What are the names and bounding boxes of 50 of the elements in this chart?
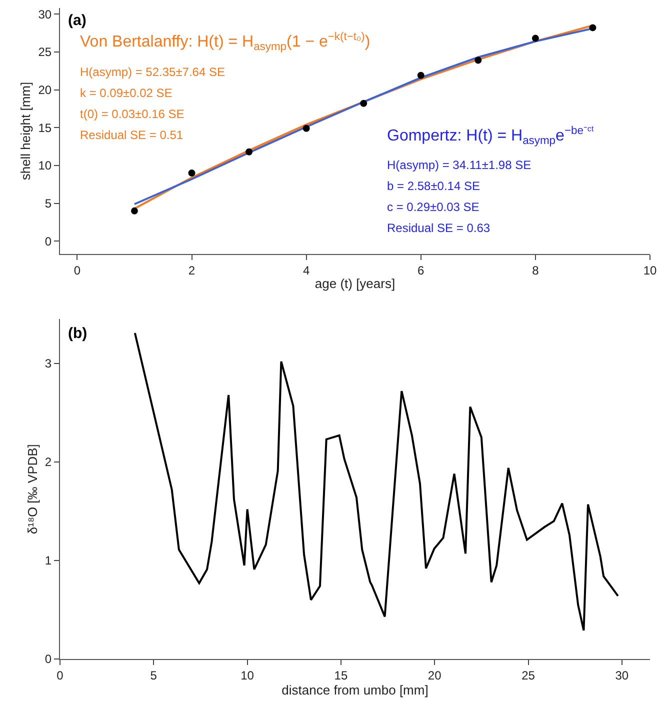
y-axis-title: shell height [mm] xyxy=(18,82,34,180)
point xyxy=(246,148,253,156)
y-axis-title: δ¹⁸O [‰ VPDB] xyxy=(24,444,40,534)
point xyxy=(302,124,310,132)
point xyxy=(589,24,596,32)
annotation: Gompertz: H(t) = H$_{asymp}$e$^{−be⁻ᶜᵗ}$ xyxy=(387,125,594,148)
x-tick-label: 15 xyxy=(334,668,348,682)
point xyxy=(188,170,196,177)
x-axis-title: distance from umbo [mm] xyxy=(282,682,428,698)
annotation: k = 0.09±0.02 SE xyxy=(80,86,172,100)
y-tick-label: 5 xyxy=(44,196,52,211)
x-tick-label: 25 xyxy=(522,668,536,682)
y-tick-label: 3 xyxy=(44,356,52,371)
x-tick-label: 20 xyxy=(428,668,442,682)
annotation: Residual SE = 0.63 xyxy=(387,221,490,235)
chart-title: (b) xyxy=(68,325,88,342)
y-tick-label: 2 xyxy=(44,455,52,470)
x-tick-label: 0 xyxy=(56,668,64,682)
chart-title: (a) xyxy=(68,12,86,29)
annotation: b = 2.58±0.14 SE xyxy=(387,179,480,193)
y-tick-label: 1 xyxy=(44,554,52,568)
annotation: c = 0.29±0.03 SE xyxy=(387,200,480,214)
x-tick-label: 10 xyxy=(240,668,254,682)
annotation: H(asymp) = 34.11±1.98 SE xyxy=(387,158,532,172)
x-tick-label: 10 xyxy=(643,263,657,278)
x-tick-label: 2 xyxy=(188,263,196,278)
line-series xyxy=(134,332,619,632)
x-tick-label: 30 xyxy=(615,668,629,682)
y-tick-label: 30 xyxy=(38,7,52,22)
x-tick-label: 5 xyxy=(150,668,158,682)
x-tick-label: 6 xyxy=(418,263,425,278)
y-tick-label: 20 xyxy=(38,82,52,97)
annotation: t(0) = 0.03±0.16 SE xyxy=(80,107,184,121)
y-tick-label: 25 xyxy=(38,45,52,60)
annotation: Von Bertalanffy: H(t) = H$_{asymp}$(1 − e$^{−k(t−t₀)}$) xyxy=(80,31,370,54)
point xyxy=(474,56,482,64)
annotation: H(asymp) = 52.35±7.64 SE xyxy=(80,65,225,79)
x-axis-title: age (t) [years] xyxy=(314,276,396,292)
annotation: Residual SE = 0.51 xyxy=(80,128,184,142)
y-tick-label: 0 xyxy=(44,652,52,666)
x-tick-label: 8 xyxy=(532,263,540,278)
x-tick-label: 0 xyxy=(74,263,81,278)
x-tick-label: 4 xyxy=(302,263,310,278)
point xyxy=(417,72,424,79)
y-tick-label: 0 xyxy=(44,234,52,248)
point xyxy=(360,100,368,107)
point xyxy=(130,207,138,214)
point xyxy=(532,34,539,42)
y-tick-label: 15 xyxy=(38,120,52,135)
y-tick-label: 10 xyxy=(38,158,52,173)
